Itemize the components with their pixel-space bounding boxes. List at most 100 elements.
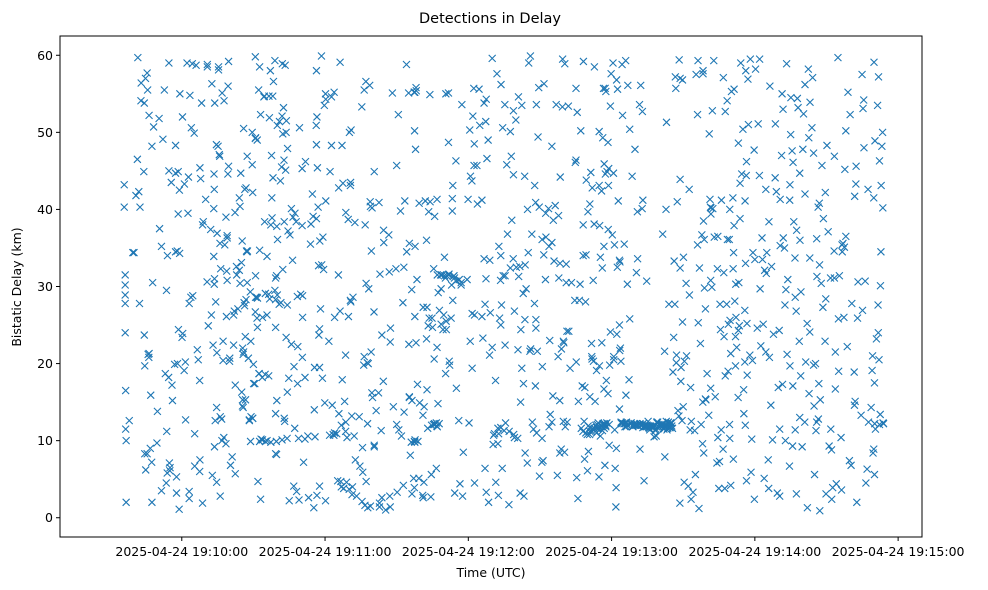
data-point bbox=[351, 218, 359, 227]
data-point bbox=[747, 468, 755, 477]
data-point bbox=[219, 356, 227, 365]
data-point bbox=[433, 343, 441, 352]
data-point bbox=[359, 361, 368, 370]
data-point bbox=[239, 350, 248, 359]
data-point bbox=[351, 456, 360, 464]
data-point bbox=[808, 73, 817, 82]
data-point bbox=[588, 355, 596, 363]
data-point bbox=[541, 209, 550, 218]
data-point bbox=[840, 165, 849, 174]
data-point bbox=[203, 60, 212, 69]
data-point bbox=[364, 359, 373, 368]
data-point bbox=[782, 59, 791, 68]
data-point bbox=[143, 69, 152, 77]
data-point bbox=[555, 396, 564, 405]
x-tick-label: 2025-04-24 19:14:00 bbox=[688, 544, 821, 559]
data-point bbox=[859, 104, 867, 113]
data-point bbox=[783, 275, 792, 284]
data-point bbox=[215, 150, 224, 159]
data-point bbox=[767, 262, 776, 271]
data-point bbox=[346, 178, 355, 187]
data-point bbox=[223, 231, 232, 240]
data-point bbox=[876, 410, 885, 419]
data-point bbox=[872, 335, 881, 343]
data-point bbox=[470, 479, 479, 487]
data-point bbox=[441, 369, 450, 378]
data-point bbox=[145, 111, 153, 120]
data-point bbox=[170, 360, 179, 369]
data-point bbox=[696, 339, 705, 348]
y-tick-label: 40 bbox=[37, 202, 53, 217]
data-point bbox=[336, 307, 344, 316]
data-point bbox=[495, 314, 504, 322]
data-point bbox=[730, 297, 739, 306]
data-point bbox=[207, 79, 216, 88]
x-tick-label: 2025-04-24 19:10:00 bbox=[115, 544, 248, 559]
data-point bbox=[778, 89, 786, 98]
data-point bbox=[737, 170, 746, 178]
data-point bbox=[513, 434, 522, 443]
data-point bbox=[783, 350, 791, 359]
data-point bbox=[671, 72, 680, 81]
data-point bbox=[388, 89, 397, 97]
data-point bbox=[248, 188, 257, 197]
data-point bbox=[817, 279, 826, 288]
data-point bbox=[830, 274, 839, 282]
data-point bbox=[440, 253, 449, 262]
data-point bbox=[559, 337, 568, 346]
data-point bbox=[609, 59, 617, 67]
data-point bbox=[834, 314, 843, 323]
data-point bbox=[816, 395, 825, 404]
data-point bbox=[212, 348, 221, 357]
data-point bbox=[410, 438, 419, 447]
data-point bbox=[819, 214, 828, 223]
data-point bbox=[494, 429, 503, 438]
data-point bbox=[717, 425, 726, 434]
data-point bbox=[419, 303, 428, 312]
data-point bbox=[725, 235, 734, 244]
data-point bbox=[584, 447, 593, 456]
data-point bbox=[122, 436, 131, 445]
data-point bbox=[299, 458, 308, 467]
data-point bbox=[281, 61, 290, 70]
data-point bbox=[736, 59, 745, 67]
data-point bbox=[195, 376, 204, 385]
data-point bbox=[333, 476, 342, 485]
data-point bbox=[702, 395, 710, 404]
data-point bbox=[188, 291, 197, 300]
data-point bbox=[310, 405, 319, 414]
data-point bbox=[482, 488, 491, 497]
data-point bbox=[813, 272, 821, 281]
data-point bbox=[744, 120, 753, 129]
data-point bbox=[516, 325, 525, 334]
data-point bbox=[716, 300, 724, 309]
data-point bbox=[743, 371, 752, 380]
data-point bbox=[231, 381, 240, 390]
data-point bbox=[266, 66, 275, 75]
data-point bbox=[153, 439, 161, 447]
data-point bbox=[185, 494, 194, 503]
data-point bbox=[844, 88, 852, 97]
data-point bbox=[788, 382, 797, 390]
data-point bbox=[633, 254, 642, 263]
data-point bbox=[209, 341, 217, 349]
data-point bbox=[699, 69, 707, 78]
data-point bbox=[264, 290, 273, 299]
data-point bbox=[267, 193, 276, 202]
data-point bbox=[497, 301, 506, 309]
data-point bbox=[186, 91, 194, 100]
data-point bbox=[254, 86, 263, 94]
data-point bbox=[134, 187, 143, 196]
data-point bbox=[695, 504, 703, 513]
data-point bbox=[349, 293, 357, 302]
data-point bbox=[318, 374, 327, 383]
data-point bbox=[475, 85, 483, 94]
scatter-series-detections bbox=[120, 52, 888, 515]
data-point bbox=[411, 242, 419, 251]
data-point bbox=[481, 464, 489, 473]
data-point bbox=[579, 57, 588, 66]
data-point bbox=[524, 248, 533, 257]
data-point bbox=[719, 73, 728, 82]
x-tick-label: 2025-04-24 19:13:00 bbox=[545, 544, 678, 559]
